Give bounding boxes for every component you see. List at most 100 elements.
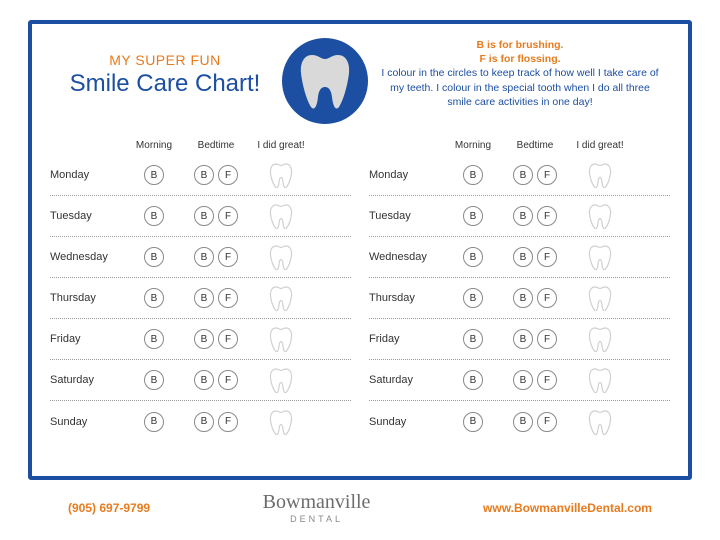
morning-circles: B bbox=[124, 206, 184, 226]
reward-tooth-icon bbox=[588, 203, 612, 229]
week-column: MorningBedtimeI did great!MondayBBF Tues… bbox=[50, 140, 351, 442]
reward-cell[interactable] bbox=[567, 326, 633, 352]
floss-circle[interactable]: F bbox=[218, 206, 238, 226]
brush-circle[interactable]: B bbox=[194, 247, 214, 267]
reward-tooth-icon bbox=[269, 244, 293, 270]
brush-circle[interactable]: B bbox=[194, 412, 214, 432]
brush-circle[interactable]: B bbox=[144, 206, 164, 226]
reward-cell[interactable] bbox=[567, 285, 633, 311]
floss-circle[interactable]: F bbox=[537, 370, 557, 390]
day-row: ThursdayBBF bbox=[50, 278, 351, 319]
floss-circle[interactable]: F bbox=[218, 288, 238, 308]
reward-tooth-icon bbox=[588, 285, 612, 311]
supertitle: MY SUPER FUN bbox=[50, 52, 280, 68]
reward-cell[interactable] bbox=[248, 203, 314, 229]
brush-circle[interactable]: B bbox=[463, 412, 483, 432]
morning-circles: B bbox=[124, 412, 184, 432]
column-headers: MorningBedtimeI did great! bbox=[369, 140, 670, 155]
brush-circle[interactable]: B bbox=[513, 329, 533, 349]
reward-cell[interactable] bbox=[248, 162, 314, 188]
reward-tooth-icon bbox=[269, 326, 293, 352]
header-morning: Morning bbox=[443, 140, 503, 151]
day-label: Tuesday bbox=[369, 210, 443, 222]
day-label: Monday bbox=[50, 169, 124, 181]
instruction-f: F is for flossing. bbox=[380, 52, 660, 66]
floss-circle[interactable]: F bbox=[537, 329, 557, 349]
morning-circles: B bbox=[124, 247, 184, 267]
day-label: Thursday bbox=[369, 292, 443, 304]
bedtime-circles: BF bbox=[503, 206, 567, 226]
floss-circle[interactable]: F bbox=[537, 165, 557, 185]
floss-circle[interactable]: F bbox=[537, 288, 557, 308]
reward-cell[interactable] bbox=[248, 367, 314, 393]
day-label: Wednesday bbox=[50, 251, 124, 263]
morning-circles: B bbox=[443, 329, 503, 349]
day-row: TuesdayBBF bbox=[50, 196, 351, 237]
day-label: Saturday bbox=[369, 374, 443, 386]
floss-circle[interactable]: F bbox=[537, 206, 557, 226]
brush-circle[interactable]: B bbox=[144, 288, 164, 308]
header: MY SUPER FUN Smile Care Chart! B is for … bbox=[50, 38, 670, 134]
reward-cell[interactable] bbox=[248, 244, 314, 270]
day-row: SundayBBF bbox=[50, 401, 351, 442]
brush-circle[interactable]: B bbox=[463, 206, 483, 226]
brush-circle[interactable]: B bbox=[144, 165, 164, 185]
header-morning: Morning bbox=[124, 140, 184, 151]
reward-cell[interactable] bbox=[567, 367, 633, 393]
brush-circle[interactable]: B bbox=[463, 165, 483, 185]
brush-circle[interactable]: B bbox=[194, 329, 214, 349]
brush-circle[interactable]: B bbox=[513, 206, 533, 226]
brush-circle[interactable]: B bbox=[194, 288, 214, 308]
brush-circle[interactable]: B bbox=[463, 247, 483, 267]
bedtime-circles: BF bbox=[503, 288, 567, 308]
floss-circle[interactable]: F bbox=[218, 247, 238, 267]
brush-circle[interactable]: B bbox=[463, 288, 483, 308]
day-label: Monday bbox=[369, 169, 443, 181]
floss-circle[interactable]: F bbox=[218, 165, 238, 185]
reward-cell[interactable] bbox=[248, 285, 314, 311]
brush-circle[interactable]: B bbox=[513, 370, 533, 390]
brush-circle[interactable]: B bbox=[513, 247, 533, 267]
floss-circle[interactable]: F bbox=[537, 247, 557, 267]
day-row: MondayBBF bbox=[369, 155, 670, 196]
brush-circle[interactable]: B bbox=[194, 206, 214, 226]
brush-circle[interactable]: B bbox=[144, 247, 164, 267]
weeks-grid: MorningBedtimeI did great!MondayBBF Tues… bbox=[50, 140, 670, 442]
brush-circle[interactable]: B bbox=[144, 412, 164, 432]
header-bedtime: Bedtime bbox=[503, 140, 567, 151]
main-title: Smile Care Chart! bbox=[50, 70, 280, 98]
bedtime-circles: BF bbox=[184, 206, 248, 226]
brush-circle[interactable]: B bbox=[513, 288, 533, 308]
day-row: WednesdayBBF bbox=[50, 237, 351, 278]
bedtime-circles: BF bbox=[184, 288, 248, 308]
brush-circle[interactable]: B bbox=[513, 165, 533, 185]
brush-circle[interactable]: B bbox=[194, 370, 214, 390]
morning-circles: B bbox=[443, 165, 503, 185]
bedtime-circles: BF bbox=[503, 165, 567, 185]
brush-circle[interactable]: B bbox=[194, 165, 214, 185]
floss-circle[interactable]: F bbox=[218, 370, 238, 390]
tooth-icon bbox=[298, 51, 352, 111]
reward-cell[interactable] bbox=[567, 203, 633, 229]
reward-cell[interactable] bbox=[248, 326, 314, 352]
instruction-desc: I colour in the circles to keep track of… bbox=[380, 66, 660, 109]
reward-cell[interactable] bbox=[567, 409, 633, 435]
floss-circle[interactable]: F bbox=[218, 412, 238, 432]
brush-circle[interactable]: B bbox=[144, 370, 164, 390]
day-label: Thursday bbox=[50, 292, 124, 304]
reward-cell[interactable] bbox=[567, 244, 633, 270]
header-day bbox=[50, 140, 124, 151]
bedtime-circles: BF bbox=[503, 329, 567, 349]
bedtime-circles: BF bbox=[184, 165, 248, 185]
week-column: MorningBedtimeI did great!MondayBBF Tues… bbox=[369, 140, 670, 442]
brush-circle[interactable]: B bbox=[463, 370, 483, 390]
reward-cell[interactable] bbox=[567, 162, 633, 188]
floss-circle[interactable]: F bbox=[537, 412, 557, 432]
reward-cell[interactable] bbox=[248, 409, 314, 435]
morning-circles: B bbox=[124, 370, 184, 390]
brush-circle[interactable]: B bbox=[144, 329, 164, 349]
brush-circle[interactable]: B bbox=[513, 412, 533, 432]
floss-circle[interactable]: F bbox=[218, 329, 238, 349]
reward-tooth-icon bbox=[269, 409, 293, 435]
brush-circle[interactable]: B bbox=[463, 329, 483, 349]
